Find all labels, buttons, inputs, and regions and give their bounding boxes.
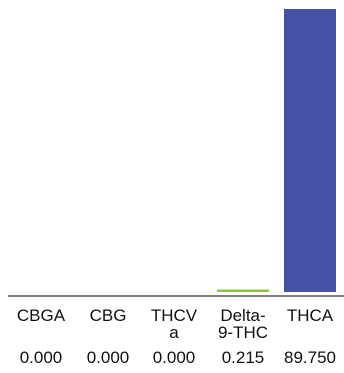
category-label: CBG [90,306,127,325]
value-label: 0.000 [20,348,63,367]
category-label: CBGA [17,306,66,325]
bar-delta-9-thc [217,289,269,292]
category-label: Delta-9-THC [218,306,268,342]
bars-group [217,9,336,292]
value-labels-group: 0.000 0.000 0.000 0.215 89.750 [20,348,336,367]
bar-thca [284,9,336,292]
value-label: 0.215 [222,348,265,367]
category-label: THCA [287,306,334,325]
value-label: 89.750 [284,348,336,367]
category-labels-group: CBGA CBG THCV a Delta-9-THC THCA [17,306,334,342]
value-label: 0.000 [153,348,196,367]
value-label: 0.000 [87,348,130,367]
category-label: THCV a [151,306,198,342]
